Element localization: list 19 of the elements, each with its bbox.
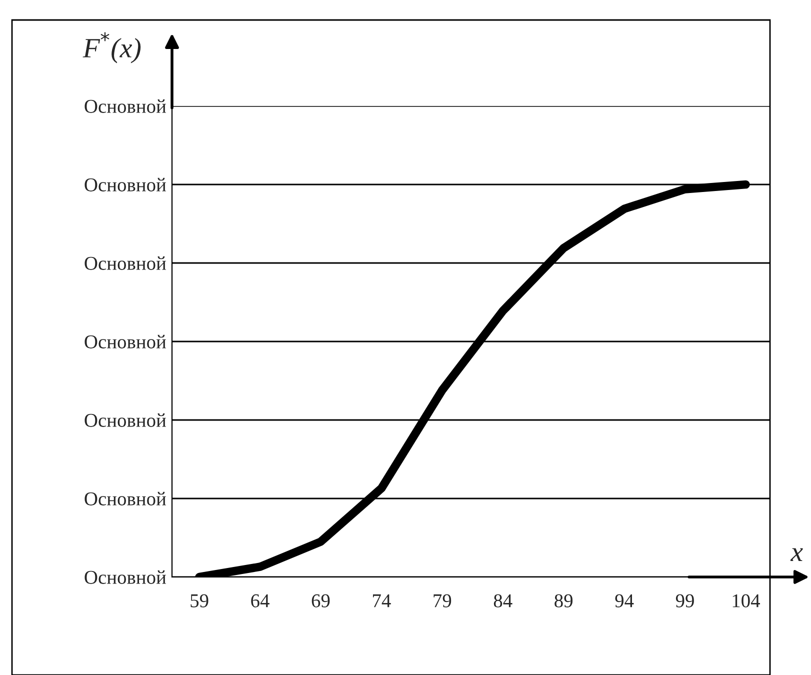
text: Основной [84,334,166,348]
text: Основной [84,570,166,584]
x-tick-label: 94 [615,594,634,608]
x-tick-label: 104 [732,594,760,608]
x-tick-label: 59 [190,594,208,608]
x-tick-label: 99 [676,594,694,608]
text: Основной [84,178,166,192]
x-tick-label: 89 [554,594,573,608]
x-tick-label: 79 [434,594,452,608]
x-tick-label: 64 [251,594,270,608]
x-tick-label: 69 [312,594,330,608]
x-tick-label: 74 [373,594,391,608]
x-axis-title: x [790,548,803,561]
text: Основной [84,413,166,427]
x-tick-label: 84 [494,594,512,608]
text: Основной [84,492,166,506]
text: Основной [84,256,166,270]
y-axis-title: F$^{*}$(x) [82,32,141,64]
text: Основной [84,99,166,113]
